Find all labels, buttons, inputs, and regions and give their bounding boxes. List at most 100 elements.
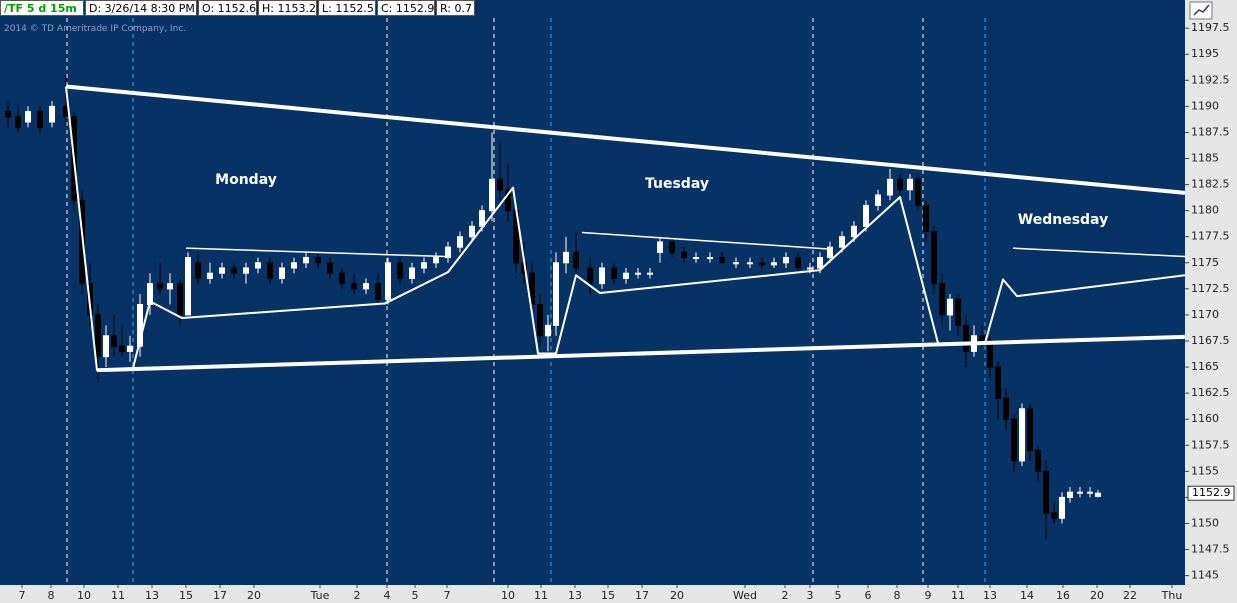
x-tick-label: 5 bbox=[835, 589, 842, 602]
y-tick-label: 1147.5 bbox=[1191, 543, 1230, 556]
range-box: R: 0.7 bbox=[436, 0, 475, 16]
x-tick-label: 20 bbox=[247, 589, 261, 602]
y-tick-label: 1150 bbox=[1191, 516, 1219, 529]
candle-body bbox=[315, 257, 321, 264]
candle-body bbox=[923, 204, 929, 232]
candle-body bbox=[623, 272, 629, 279]
candle-body bbox=[1095, 492, 1101, 497]
candle-body bbox=[947, 298, 953, 316]
candle-body bbox=[887, 178, 893, 196]
y-tick-label: 1165 bbox=[1191, 360, 1219, 373]
close-box: C: 1152.9 bbox=[377, 0, 435, 16]
trend-line bbox=[581, 231, 833, 250]
candle-body bbox=[409, 267, 415, 279]
x-tick-label: 5 bbox=[412, 589, 419, 602]
x-tick-label: 22 bbox=[1123, 589, 1137, 602]
last-price-box bbox=[1187, 485, 1235, 501]
candle-body bbox=[445, 246, 451, 259]
candle-body bbox=[95, 314, 101, 358]
candle-body bbox=[851, 225, 857, 238]
y-tick-label: 1160 bbox=[1191, 412, 1219, 425]
x-tick-label: 11 bbox=[111, 589, 125, 602]
candle-body bbox=[231, 267, 237, 274]
x-tick-label: 15 bbox=[179, 589, 193, 602]
annotation: Monday bbox=[215, 172, 277, 188]
candle-body bbox=[553, 262, 559, 326]
candle-body bbox=[807, 267, 813, 270]
x-tick-label: 13 bbox=[568, 589, 582, 602]
candle-body bbox=[489, 178, 495, 212]
candle-body bbox=[219, 267, 225, 274]
candle-body bbox=[15, 116, 21, 128]
candle-body bbox=[243, 267, 249, 274]
candle-body bbox=[119, 345, 125, 352]
y-tick-label: 1172.5 bbox=[1191, 282, 1230, 295]
candle-body bbox=[195, 262, 201, 279]
y-tick-label: 1180 bbox=[1191, 204, 1219, 217]
trend-line bbox=[984, 274, 1186, 344]
candle-body bbox=[783, 257, 789, 264]
candle-body bbox=[207, 272, 213, 279]
y-tick-label: 1185 bbox=[1191, 152, 1219, 165]
candle-body bbox=[839, 236, 845, 248]
candle-body bbox=[1027, 408, 1033, 451]
candle-body bbox=[49, 105, 55, 123]
candle-body bbox=[479, 210, 485, 227]
annotation: Tuesday bbox=[645, 176, 709, 192]
candle-body bbox=[529, 272, 535, 305]
candle-body bbox=[397, 262, 403, 279]
candle-body bbox=[469, 225, 475, 238]
candle-body bbox=[657, 241, 663, 253]
x-tick-label: 20 bbox=[1090, 589, 1104, 602]
candle-body bbox=[987, 340, 993, 368]
candle-body bbox=[339, 272, 345, 285]
candle-body bbox=[863, 204, 869, 227]
candle-body bbox=[817, 257, 823, 269]
candle-body bbox=[759, 262, 765, 266]
candle-body bbox=[635, 272, 641, 275]
candle-body bbox=[939, 283, 945, 316]
y-tick-label: 1177.5 bbox=[1191, 230, 1230, 243]
candle-body bbox=[1019, 408, 1025, 462]
x-tick-label: 7 bbox=[444, 589, 451, 602]
symbol-box[interactable]: /TF 5 d 15m bbox=[0, 0, 84, 16]
candle-body bbox=[103, 335, 109, 358]
candle-body bbox=[185, 257, 191, 316]
candle-body bbox=[457, 236, 463, 248]
candle-body bbox=[931, 230, 937, 285]
last-price-label: 1152.9 bbox=[1192, 486, 1231, 499]
candle-body bbox=[707, 257, 713, 260]
candle-body bbox=[573, 251, 579, 269]
date-box: D: 3/26/14 8:30 PM bbox=[85, 0, 197, 16]
copyright: 2014 © TD Ameritrade IP Company, Inc. bbox=[4, 24, 187, 34]
candle-body bbox=[363, 283, 369, 290]
trend-line bbox=[185, 247, 447, 258]
candle-body bbox=[995, 366, 1001, 399]
candle-body bbox=[327, 262, 333, 274]
candle-body bbox=[279, 267, 285, 279]
candle-body bbox=[1035, 449, 1041, 472]
candle-body bbox=[433, 257, 439, 264]
candle-body bbox=[1067, 491, 1073, 498]
candle-body bbox=[5, 111, 11, 118]
candle-body bbox=[1043, 470, 1049, 514]
trend-line bbox=[1012, 247, 1186, 258]
candle-body bbox=[599, 267, 605, 285]
x-tick-label: 3 bbox=[807, 589, 814, 602]
candle-body bbox=[693, 257, 699, 260]
candle-body bbox=[915, 178, 921, 206]
candle-body bbox=[351, 283, 357, 290]
y-tick-label: 1175 bbox=[1191, 256, 1219, 269]
trend-line bbox=[96, 334, 1186, 373]
x-tick-label: 20 bbox=[670, 589, 684, 602]
candle-body bbox=[1011, 418, 1017, 462]
candle-body bbox=[37, 111, 43, 128]
candle-body bbox=[137, 303, 143, 347]
candle-body bbox=[719, 257, 725, 264]
x-tick-label: 2 bbox=[782, 589, 789, 602]
y-axis-panel bbox=[1185, 0, 1237, 603]
x-tick-label: 15 bbox=[601, 589, 615, 602]
x-tick-label: 9 bbox=[925, 589, 932, 602]
